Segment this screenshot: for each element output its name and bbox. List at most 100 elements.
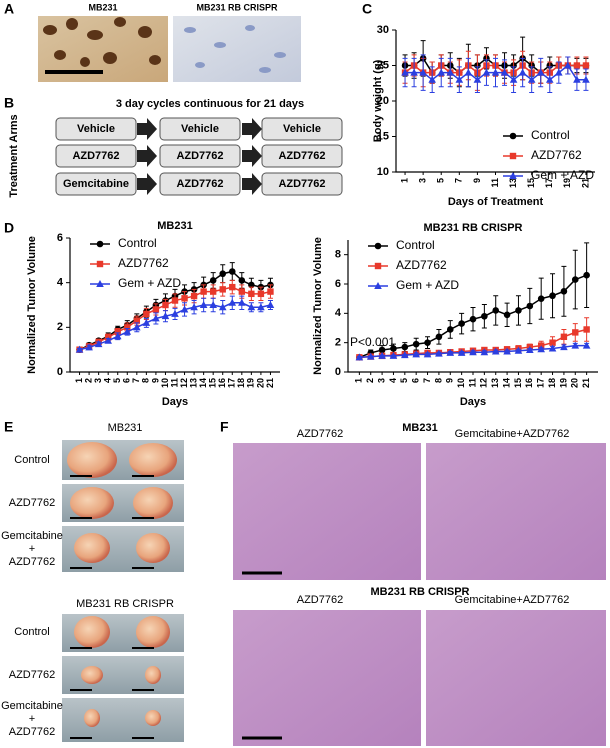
annotation: P<0.001 <box>350 335 395 349</box>
marker <box>171 297 179 304</box>
row-label: + <box>29 713 35 725</box>
ihc-nuclei <box>43 17 161 67</box>
marker <box>537 295 545 302</box>
marker <box>181 295 188 302</box>
x-tick-label: 13 <box>508 178 518 188</box>
x-tick-label: 2 <box>365 378 375 383</box>
x-tick-label: 17 <box>536 378 546 388</box>
y-tick-label: 30 <box>377 24 389 36</box>
marker <box>571 276 579 283</box>
panel-label: B <box>4 95 14 111</box>
marker <box>582 341 591 349</box>
x-tick-label: 14 <box>501 378 511 388</box>
legend-marker <box>96 260 104 268</box>
treatment-label: Vehicle <box>283 123 321 135</box>
column-label: Gemcitabine+AZD7762 <box>455 428 570 440</box>
marker <box>536 68 545 76</box>
treatment-box <box>261 117 343 141</box>
column-label: Gemcitabine+AZD7762 <box>455 594 570 606</box>
x-tick-label: 17 <box>227 378 237 388</box>
legend-marker <box>374 242 382 250</box>
y-tick-label: 2 <box>57 321 63 333</box>
marker <box>229 283 236 291</box>
marker <box>257 290 265 298</box>
row-label: AZD7762 <box>9 669 55 681</box>
x-tick-label: 11 <box>490 178 500 188</box>
marker <box>113 332 122 340</box>
y-tick-label: 6 <box>335 278 341 290</box>
section-title: MB231 RB CRISPR <box>370 586 469 598</box>
treatment-box <box>55 172 137 196</box>
marker <box>446 326 454 333</box>
marker <box>555 68 563 76</box>
treatment-label: AZD7762 <box>278 178 325 190</box>
legend-marker <box>509 132 517 140</box>
marker <box>537 345 545 353</box>
y-axis-label: Normalized Tumor Volume <box>312 237 324 375</box>
marker <box>94 340 103 348</box>
y-tick-label: 15 <box>377 130 389 142</box>
marker <box>219 270 227 278</box>
marker <box>389 351 398 359</box>
marker <box>209 277 217 284</box>
marker <box>366 352 375 360</box>
y-tick-label: 25 <box>377 59 389 71</box>
marker <box>573 62 581 69</box>
x-tick-label: 4 <box>103 378 113 383</box>
marker <box>515 307 522 314</box>
marker <box>247 303 256 311</box>
marker <box>582 75 590 83</box>
marker <box>514 346 523 354</box>
x-axis-label: Days <box>460 396 486 408</box>
marker <box>457 348 466 356</box>
marker <box>437 68 446 76</box>
marker <box>564 61 572 69</box>
legend-label: AZD7762 <box>531 148 582 162</box>
marker <box>458 320 465 327</box>
marker <box>423 350 432 358</box>
x-tick-label: 13 <box>490 378 500 388</box>
marker <box>200 288 207 295</box>
column-label: AZD7762 <box>297 428 343 440</box>
marker <box>480 348 489 356</box>
marker <box>267 288 274 295</box>
legend-marker <box>96 280 104 287</box>
marker <box>378 346 386 354</box>
marker <box>435 349 443 357</box>
marker <box>500 68 509 76</box>
marker <box>114 328 121 335</box>
marker <box>75 345 84 353</box>
x-axis-label: Days of Treatment <box>448 196 544 208</box>
marker <box>238 298 246 306</box>
row-label: AZD7762 <box>9 497 55 509</box>
marker <box>482 68 491 76</box>
marker <box>509 75 518 83</box>
x-tick-label: 8 <box>433 378 443 383</box>
x-tick-label: 9 <box>472 178 482 183</box>
legend-marker <box>374 262 382 270</box>
legend-label: Control <box>531 128 570 142</box>
marker <box>152 314 160 322</box>
y-tick-label: 20 <box>377 95 389 107</box>
x-tick-label: 3 <box>93 378 103 383</box>
x-tick-label: 18 <box>547 378 557 388</box>
marker <box>257 303 265 311</box>
marker <box>124 324 131 331</box>
legend-label: Control <box>396 238 435 252</box>
marker <box>161 312 170 320</box>
chart-title: MB231 <box>157 220 192 232</box>
y-tick-label: 2 <box>335 337 341 349</box>
schedule-title: 3 day cycles continuous for 21 days <box>116 98 304 110</box>
legend-marker <box>96 240 104 248</box>
panel-label: D <box>4 220 14 236</box>
marker <box>503 311 511 319</box>
marker <box>526 302 534 310</box>
treatment-box <box>261 144 343 168</box>
x-tick-label: 10 <box>456 378 466 388</box>
marker <box>491 347 500 355</box>
x-axis-label: Days <box>162 396 188 408</box>
marker <box>410 68 418 76</box>
marker <box>573 75 581 83</box>
marker <box>549 339 556 346</box>
marker <box>503 347 511 355</box>
